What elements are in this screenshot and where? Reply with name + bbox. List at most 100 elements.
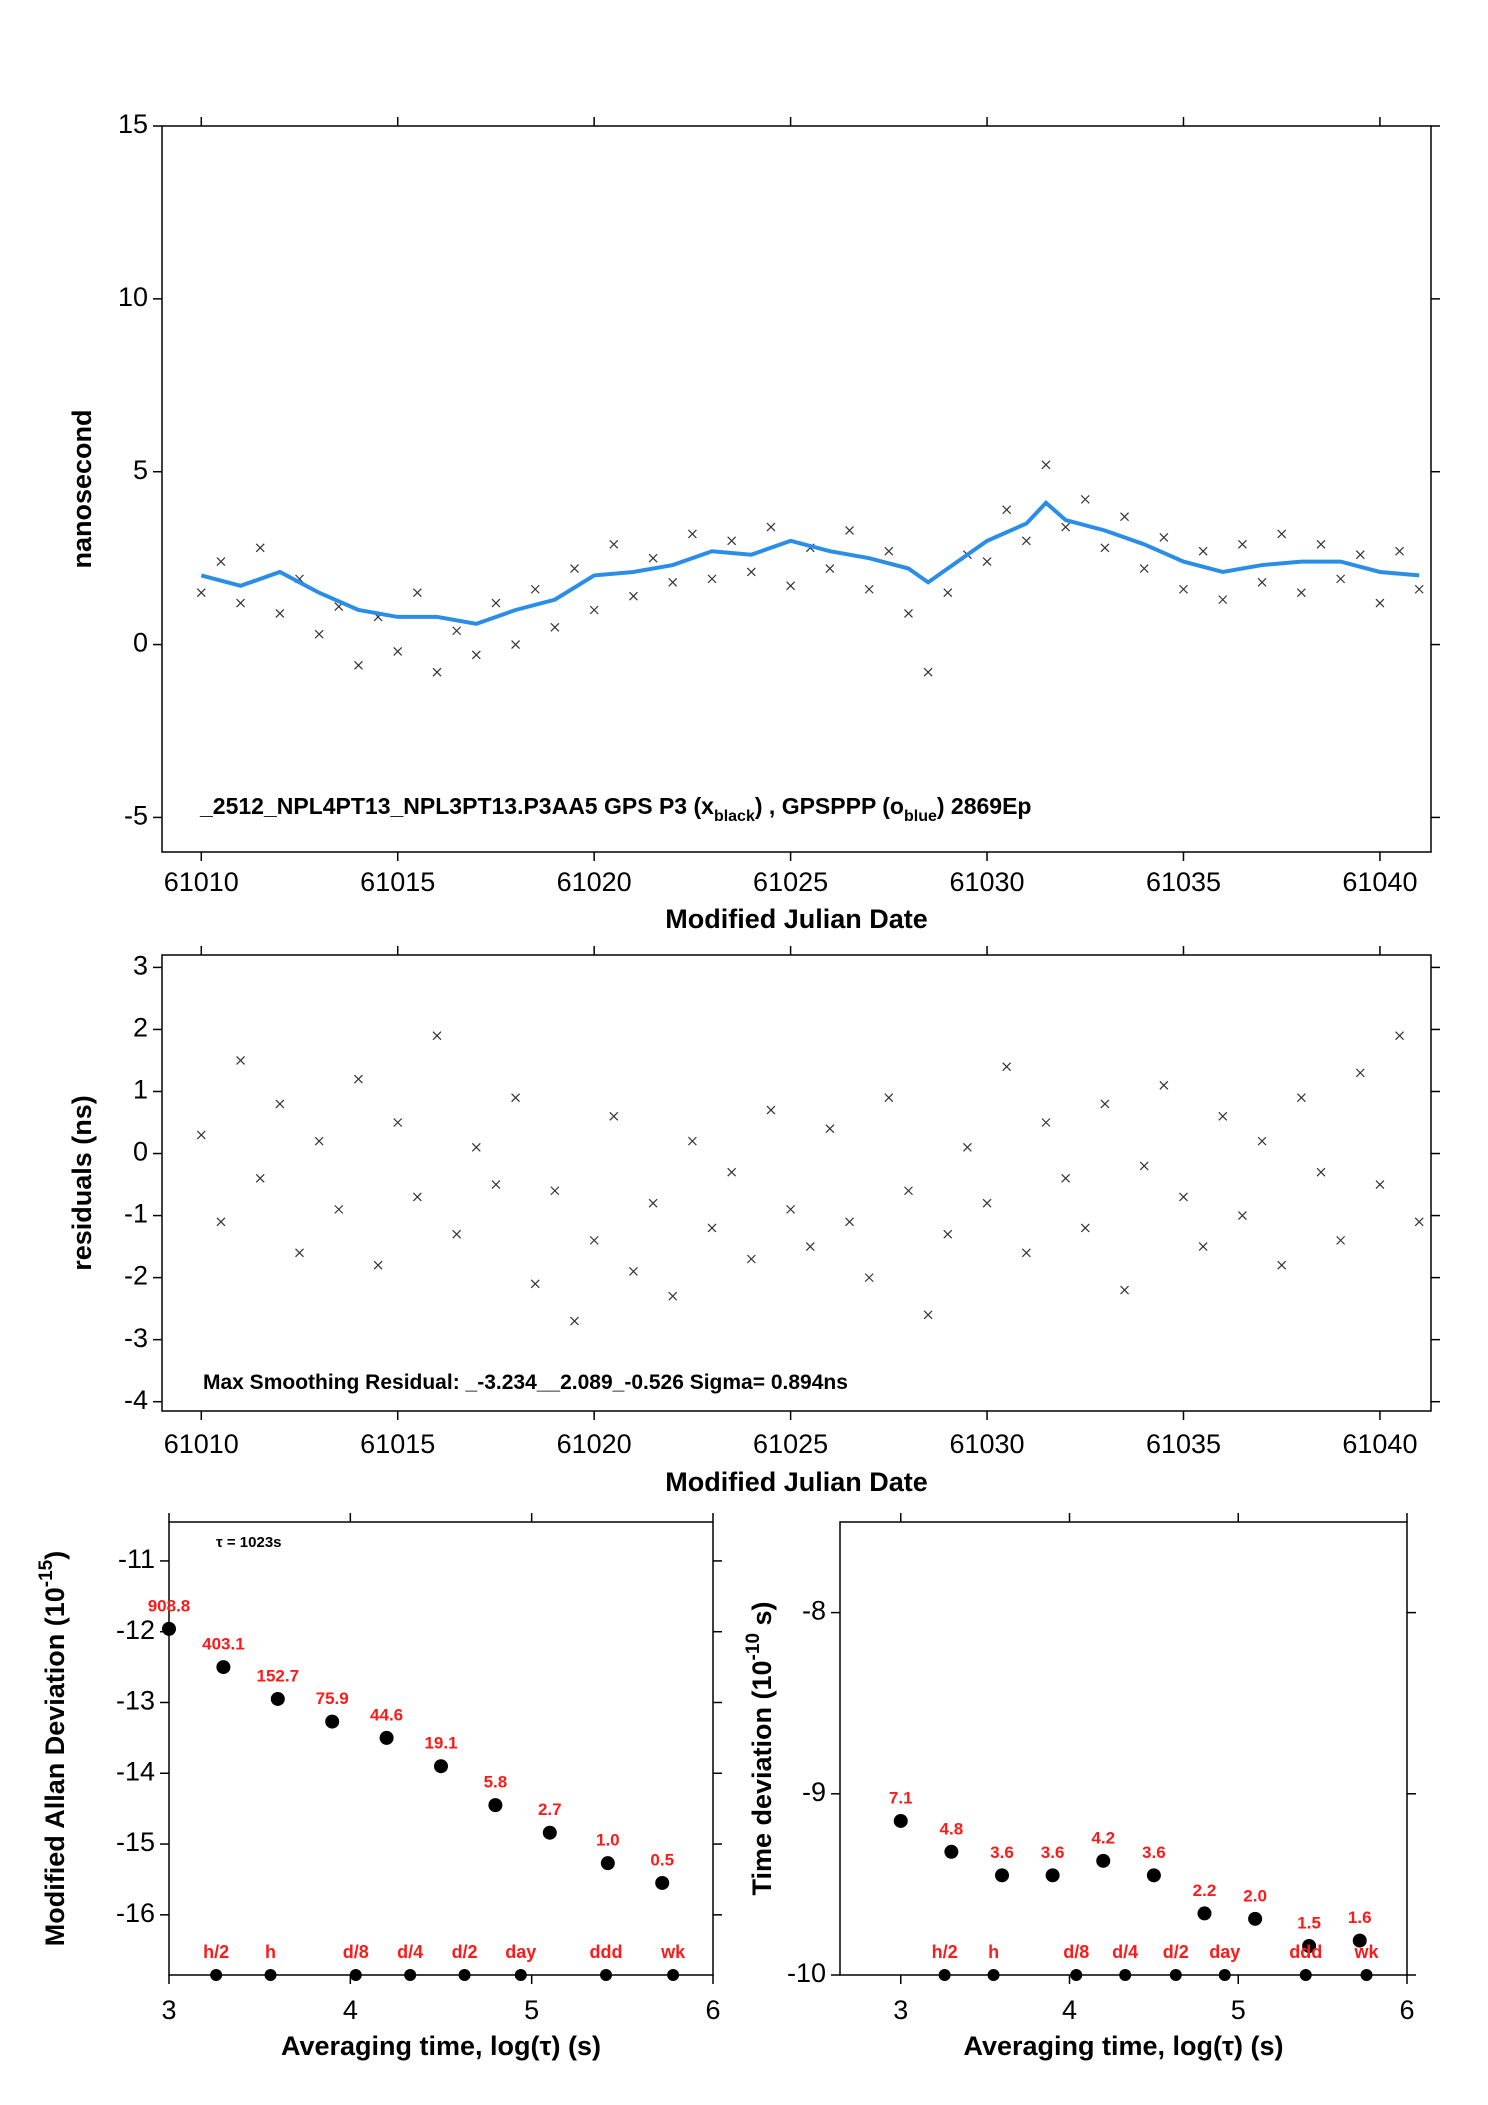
y-axis-label: Time deviation (10-10 s) bbox=[743, 1601, 778, 1895]
y-tick-label: -3 bbox=[124, 1323, 148, 1353]
point bbox=[542, 1825, 557, 1840]
point-label: 7.1 bbox=[889, 1788, 913, 1807]
point bbox=[1021, 1248, 1031, 1258]
point bbox=[1355, 1068, 1365, 1078]
label-segment: ) , GPSPPP (o bbox=[755, 793, 904, 819]
x-axis-label: Modified Julian Date bbox=[665, 904, 928, 934]
y-tick-label: 1 bbox=[133, 1075, 148, 1105]
point bbox=[1355, 550, 1365, 560]
point bbox=[1120, 512, 1129, 522]
x-tick-label: 61035 bbox=[1146, 867, 1221, 897]
point bbox=[600, 1856, 615, 1871]
point bbox=[1080, 1223, 1090, 1233]
point bbox=[1139, 1161, 1149, 1171]
time-marker-label: d/2 bbox=[1163, 1942, 1189, 1962]
point bbox=[1197, 1906, 1212, 1921]
point bbox=[1100, 543, 1110, 553]
point-label: 44.6 bbox=[370, 1705, 403, 1724]
time-marker-label: d/8 bbox=[343, 1942, 369, 1962]
y-tick-label: -2 bbox=[124, 1261, 148, 1291]
y-tick-label: 0 bbox=[133, 1137, 148, 1167]
point bbox=[471, 650, 481, 660]
x-tick-label: 61015 bbox=[360, 867, 435, 897]
y-tick-label: 15 bbox=[118, 109, 148, 139]
point bbox=[923, 1310, 933, 1320]
point bbox=[1041, 460, 1051, 470]
point-label: 2.2 bbox=[1193, 1881, 1217, 1900]
point bbox=[471, 1142, 481, 1152]
point-label: 3.6 bbox=[990, 1843, 1014, 1862]
time-marker-label: h bbox=[265, 1942, 276, 1962]
point bbox=[275, 1099, 285, 1109]
point bbox=[216, 557, 226, 567]
y-tick-label: -15 bbox=[116, 1827, 155, 1857]
point bbox=[655, 1875, 670, 1890]
label-segment: τ = 1023s bbox=[216, 1534, 282, 1551]
y-axis-label: nanosecond bbox=[67, 409, 97, 568]
point bbox=[236, 598, 246, 608]
point bbox=[1045, 1868, 1060, 1883]
point bbox=[1375, 1180, 1385, 1189]
label-segment: s) bbox=[747, 1601, 777, 1633]
point bbox=[412, 588, 422, 598]
x-tick-label: 61010 bbox=[164, 1429, 239, 1459]
point bbox=[314, 1136, 324, 1146]
time-marker bbox=[938, 1969, 951, 1981]
time-marker-label: h/2 bbox=[932, 1942, 958, 1962]
plot-frame bbox=[161, 954, 1432, 1412]
point-label: 1.6 bbox=[1348, 1908, 1372, 1927]
point bbox=[530, 1279, 540, 1289]
point bbox=[432, 1031, 442, 1041]
point bbox=[452, 626, 462, 636]
point bbox=[491, 598, 501, 608]
time-marker bbox=[458, 1969, 471, 1981]
point bbox=[1257, 1136, 1267, 1146]
y-tick-label: 3 bbox=[133, 951, 148, 981]
time-marker bbox=[1299, 1969, 1312, 1981]
point bbox=[1198, 1242, 1208, 1252]
point bbox=[550, 1186, 560, 1196]
point bbox=[1414, 1217, 1424, 1227]
point bbox=[255, 543, 265, 553]
point bbox=[1159, 1080, 1169, 1090]
point-label: 2.7 bbox=[538, 1800, 562, 1819]
time-marker-label: day bbox=[505, 1942, 536, 1962]
time-marker bbox=[667, 1969, 680, 1981]
x-tick-label: 6 bbox=[705, 1995, 720, 2025]
time-marker-label: d/8 bbox=[1063, 1942, 1089, 1962]
point bbox=[162, 1621, 176, 1636]
y-tick-label: 0 bbox=[133, 628, 148, 658]
point bbox=[944, 1844, 959, 1859]
point bbox=[412, 1192, 422, 1202]
point bbox=[1139, 564, 1149, 573]
point bbox=[629, 1266, 638, 1276]
point bbox=[530, 584, 540, 594]
panel: 3 4 5 6 -11 -12 -13 -14 -15 -16 Averaging time, lo… bbox=[36, 1513, 722, 2061]
point bbox=[373, 1260, 383, 1270]
point bbox=[687, 1136, 697, 1146]
label-segment: ) 2869Ep bbox=[937, 793, 1032, 819]
point bbox=[609, 1111, 619, 1121]
annotation: τ = 1023s bbox=[216, 1534, 282, 1551]
y-tick-label: -4 bbox=[124, 1385, 148, 1415]
point bbox=[1395, 546, 1404, 556]
point bbox=[216, 1217, 226, 1227]
point bbox=[270, 1691, 285, 1706]
time-marker bbox=[404, 1969, 417, 1981]
point bbox=[1336, 1235, 1346, 1245]
time-marker bbox=[514, 1969, 527, 1981]
point bbox=[884, 1093, 894, 1103]
x-tick-label: 61040 bbox=[1342, 867, 1417, 897]
point bbox=[1414, 584, 1424, 594]
point bbox=[379, 1730, 394, 1745]
point bbox=[845, 526, 854, 535]
point-label: 4.8 bbox=[940, 1819, 964, 1838]
time-marker-label: ddd bbox=[1289, 1942, 1322, 1962]
point-label: 0.5 bbox=[650, 1850, 674, 1869]
point bbox=[511, 640, 521, 649]
time-marker-label: d/4 bbox=[1112, 1942, 1138, 1962]
time-marker bbox=[600, 1969, 613, 1981]
time-marker-label: wk bbox=[1353, 1942, 1379, 1962]
point bbox=[1061, 1173, 1071, 1183]
point bbox=[746, 1254, 756, 1264]
